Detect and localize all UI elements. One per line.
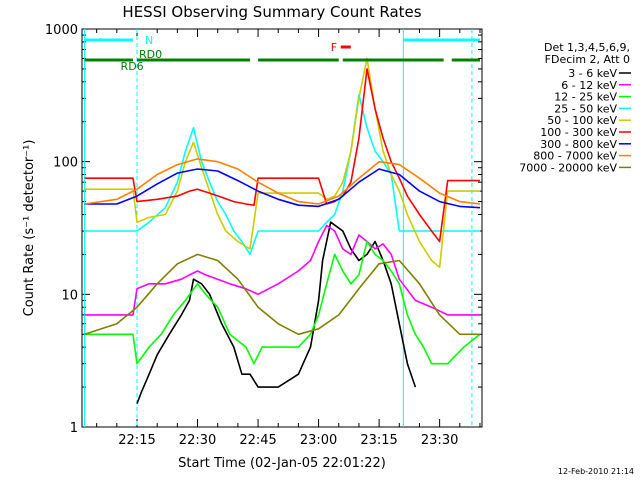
series-line-6: [84, 68, 480, 243]
legend-header-line-2: FDecim 2, Att 0: [545, 53, 630, 66]
legend-label-8: 800 - 7000 keV: [533, 150, 617, 163]
legend-label-9: 7000 - 20000 keV: [519, 161, 617, 174]
series-line-4: [84, 93, 480, 256]
x-tick-label: 22:15: [118, 433, 155, 448]
x-tick-label: 22:30: [179, 433, 216, 448]
legend-label-6: 100 - 300 keV: [540, 126, 617, 139]
state-label-rd6: RD6: [121, 60, 144, 73]
x-tick-label: 22:45: [239, 433, 276, 448]
series-line-2: [84, 224, 480, 316]
flare-flag-label: F: [331, 41, 337, 54]
legend-label-2: 6 - 12 keV: [561, 79, 617, 92]
series-line-3: [84, 240, 481, 365]
x-tick-label: 23:15: [360, 433, 397, 448]
legend-label-7: 300 - 800 keV: [540, 138, 617, 151]
y-tick-label: 1: [70, 421, 78, 436]
x-tick-label: 23:00: [300, 433, 337, 448]
series-line-5: [84, 57, 480, 269]
series-line-9: [84, 253, 480, 336]
legend-label-4: 25 - 50 keV: [554, 102, 617, 115]
legend-label-3: 12 - 25 keV: [554, 91, 617, 104]
legend-label-5: 50 - 100 keV: [547, 114, 617, 127]
series-line-1: [136, 221, 417, 404]
attenuator-label: N: [145, 34, 153, 47]
chart-title: HESSI Observing Summary Count Rates: [122, 3, 421, 21]
series-line-8: [84, 158, 481, 205]
y-tick-label: 100: [53, 156, 78, 171]
x-tick-label: 23:30: [421, 433, 458, 448]
y-axis-label: Count Rate (s⁻¹ detector⁻¹): [22, 140, 37, 317]
render-timestamp: 12-Feb-2010 21:14: [558, 467, 634, 476]
legend: Det 1,3,4,5,6,9, FDecim 2, Att 0 3 - 6 k…: [519, 41, 631, 174]
legend-header-line-1: Det 1,3,4,5,6,9,: [544, 41, 630, 54]
state-label-rd0: RD0: [139, 48, 162, 61]
y-tick-label: 10: [61, 288, 78, 303]
legend-label-1: 3 - 6 keV: [568, 67, 617, 80]
x-axis-label: Start Time (02-Jan-05 22:01:22): [178, 456, 386, 471]
plot-frame: [81, 28, 483, 428]
y-tick-label: 1000: [45, 23, 78, 38]
series-line-7: [84, 168, 481, 209]
